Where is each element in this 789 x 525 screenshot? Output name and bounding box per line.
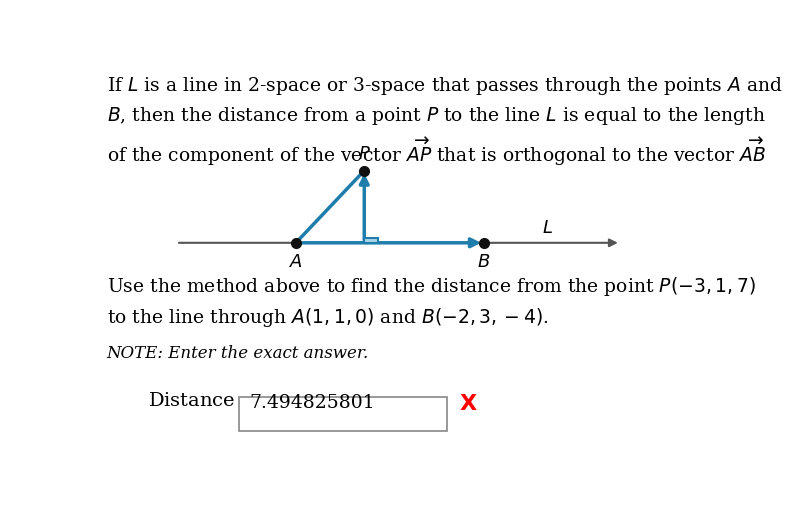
Text: Distance $=$: Distance $=$ [148,393,260,411]
Text: to the line through $A(1,1,0)$ and $B(-2,3,-4)$.: to the line through $A(1,1,0)$ and $B(-2… [107,306,548,329]
Text: If $L$ is a line in 2-space or 3-space that passes through the points $A$ and: If $L$ is a line in 2-space or 3-space t… [107,75,783,97]
Bar [365,237,378,243]
Text: 7.494825801: 7.494825801 [249,394,376,413]
Text: Use the method above to find the distance from the point $P(-3,1,7)$: Use the method above to find the distanc… [107,275,755,298]
FancyBboxPatch shape [239,396,447,431]
Text: $L$: $L$ [542,219,553,237]
Text: $B$, then the distance from a point $P$ to the line $L$ is equal to the length: $B$, then the distance from a point $P$ … [107,106,765,128]
Text: of the component of the vector $\overrightarrow{AP}$ that is orthogonal to the v: of the component of the vector $\overrig… [107,136,765,168]
Text: $P$: $P$ [358,145,371,163]
Text: $A$: $A$ [289,254,303,271]
Text: X: X [459,394,477,414]
Text: NOTE: Enter the exact answer.: NOTE: Enter the exact answer. [107,345,368,362]
Text: $B$: $B$ [477,254,491,271]
